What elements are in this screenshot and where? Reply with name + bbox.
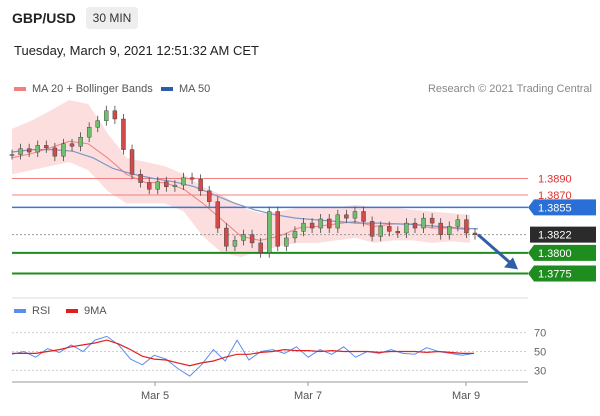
rsi-tick-30: 30 (534, 365, 546, 377)
price-candle (78, 136, 83, 147)
price-candle (129, 149, 135, 175)
legend-ma20: MA 20 + Bollinger Bands (14, 83, 153, 95)
price-candle (95, 120, 100, 128)
price-candle (429, 217, 435, 224)
legend-rsi: RSI (14, 305, 50, 317)
price-candle (112, 110, 118, 120)
price-candle (327, 218, 332, 229)
legend-swatch-ma20 (14, 87, 26, 92)
price-candle (404, 222, 409, 234)
level-tag-1-3775 (528, 265, 596, 282)
price-candle (318, 218, 323, 229)
price-candle (224, 227, 229, 247)
legend-swatch-rsi (14, 309, 26, 314)
level-label-1-3800: 1.3800 (538, 248, 572, 260)
price-candle (155, 181, 160, 190)
price-candle (181, 177, 186, 186)
level-label-1-3822: 1.3822 (538, 230, 572, 242)
price-candle (35, 145, 40, 153)
price-candle (335, 214, 341, 229)
copyright-text: Research © 2021 Trading Central (427, 83, 592, 95)
projection-arrow-shaft (477, 233, 513, 266)
price-candle (207, 190, 212, 202)
price-candle (472, 232, 478, 235)
legend-swatch-9ma (66, 309, 78, 314)
price-candle (412, 222, 418, 229)
level-tag-1-3822 (530, 226, 596, 243)
price-candle (361, 211, 366, 222)
legend-9ma: 9MA (66, 305, 107, 317)
level-label-1-3890: 1.3890 (538, 173, 572, 185)
price-candle (26, 148, 32, 153)
level-label-1-3775: 1.3775 (538, 268, 572, 280)
price-candle (344, 214, 349, 219)
price-candle (258, 242, 263, 254)
legend-label-ma50: MA 50 (179, 83, 211, 95)
price-candle (267, 211, 272, 254)
level-label-1-3870: 1.3870 (538, 190, 572, 202)
price-candle (146, 182, 152, 190)
price-candle (232, 240, 238, 247)
price-candle (309, 222, 315, 229)
price-candle (18, 148, 23, 155)
legend-label-9ma: 9MA (84, 305, 107, 317)
projection-arrow-head (504, 257, 518, 270)
price-candle (198, 179, 203, 192)
price-candle (69, 143, 75, 147)
symbol-title: GBP/USD (12, 10, 76, 26)
timestamp: Tuesday, March 9, 2021 12:51:32 AM CET (14, 43, 259, 58)
x-tick-label: Mar 5 (141, 390, 169, 402)
rsi-tick-50: 50 (534, 347, 546, 359)
price-candle (421, 217, 426, 229)
price-candle (378, 226, 383, 237)
price-candle (86, 127, 92, 138)
level-label-1-3855: 1.3855 (538, 202, 572, 214)
price-candle (438, 222, 443, 235)
price-candle (44, 145, 49, 149)
price-candle (121, 118, 126, 150)
price-candle (352, 211, 358, 219)
price-candle (138, 174, 143, 183)
price-candle (275, 211, 280, 247)
rsi-tick-70: 70 (534, 328, 546, 340)
level-tag-1-3855 (528, 199, 596, 216)
x-tick-label: Mar 7 (294, 390, 322, 402)
price-candle (215, 201, 220, 229)
legend-ma50: MA 50 (161, 83, 210, 95)
legend-label-rsi: RSI (32, 305, 51, 317)
timeframe-badge[interactable]: 30 MIN (86, 7, 138, 29)
price-candle (292, 231, 298, 239)
price-candle (284, 237, 289, 247)
price-candle (464, 219, 469, 234)
price-candle (189, 177, 195, 180)
rsi-series-9ma (12, 339, 474, 367)
price-candle (301, 222, 306, 232)
price-candle (164, 181, 169, 187)
level-tag-1-3800 (528, 244, 596, 261)
price-candle (455, 219, 461, 227)
price-candle (387, 226, 392, 232)
price-candle (104, 110, 109, 121)
price-candle (447, 226, 452, 235)
legend-swatch-ma50 (161, 87, 173, 92)
price-candle (172, 184, 178, 187)
legend-label-ma20: MA 20 + Bollinger Bands (32, 83, 153, 95)
price-candle (249, 234, 255, 244)
price-candle (9, 154, 15, 156)
price-candle (395, 231, 401, 234)
ma50-line (11, 149, 479, 230)
price-candle (61, 143, 66, 157)
x-tick-label: Mar 9 (452, 390, 480, 402)
price-candle (241, 234, 246, 241)
price-candle (52, 147, 58, 157)
price-candle (369, 221, 375, 237)
chart-header: GBP/USD 30 MIN (0, 0, 600, 38)
